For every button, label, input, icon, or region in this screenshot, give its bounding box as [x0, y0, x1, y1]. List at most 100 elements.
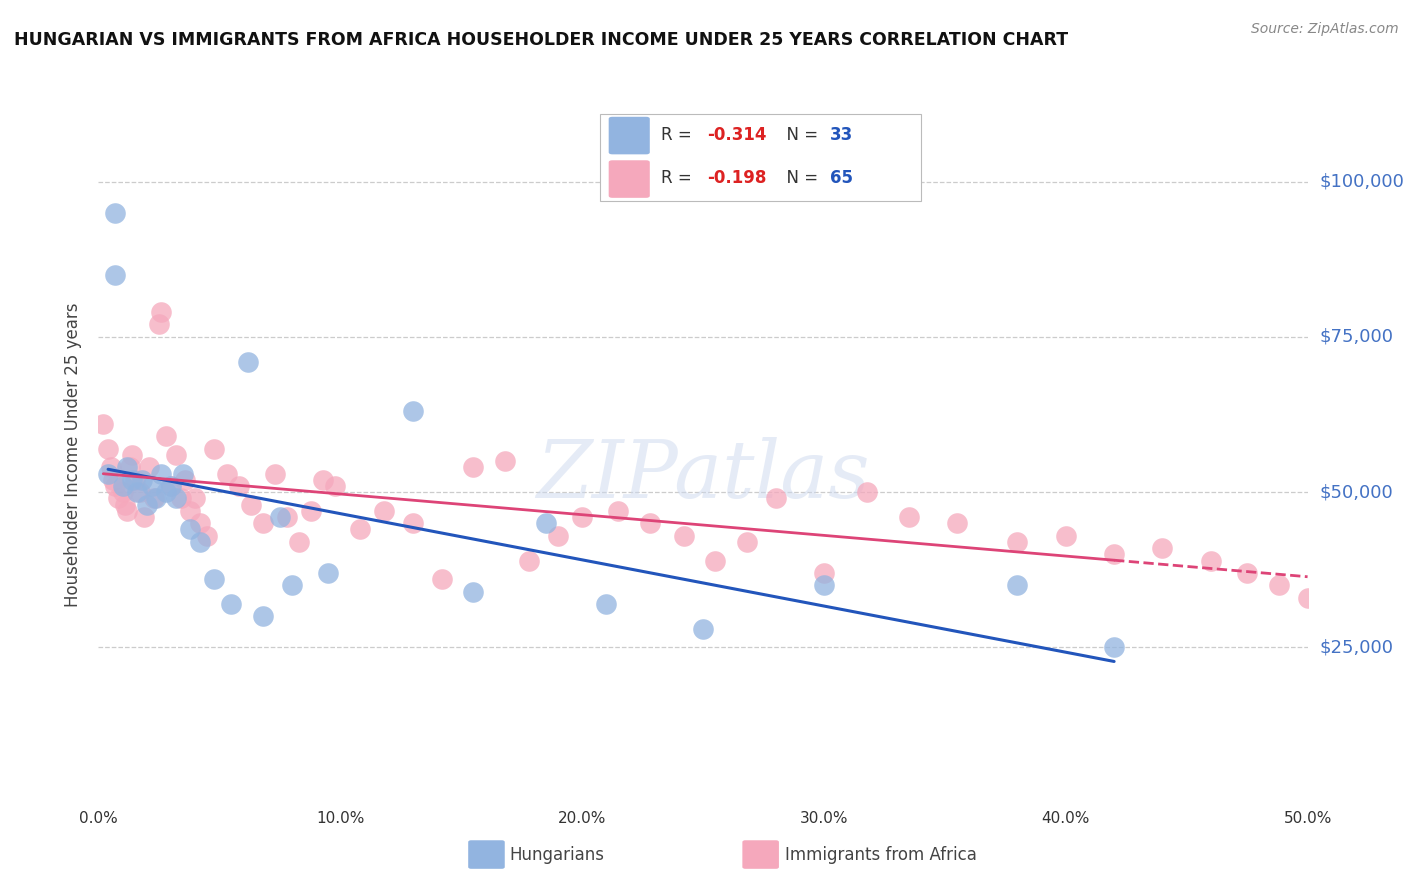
Point	[128, 485, 150, 500]
Point	[813, 578, 835, 592]
FancyBboxPatch shape	[609, 161, 650, 198]
Text: R =: R =	[661, 126, 697, 144]
Text: $100,000: $100,000	[1320, 172, 1405, 191]
Point	[117, 460, 139, 475]
Point	[97, 442, 120, 456]
Point	[195, 529, 218, 543]
Point	[145, 491, 167, 506]
Point	[127, 485, 149, 500]
Point	[1199, 553, 1222, 567]
Point	[104, 268, 127, 282]
Point	[150, 467, 173, 481]
Text: 65: 65	[830, 169, 853, 187]
Point	[141, 479, 163, 493]
Point	[946, 516, 969, 531]
Text: -0.198: -0.198	[707, 169, 766, 187]
Point	[91, 417, 114, 431]
Point	[114, 498, 136, 512]
Point	[349, 523, 371, 537]
Text: $50,000: $50,000	[1320, 483, 1393, 501]
Point	[155, 485, 177, 500]
Point	[101, 473, 124, 487]
Text: N =: N =	[776, 126, 823, 144]
Point	[316, 566, 339, 580]
FancyBboxPatch shape	[600, 114, 921, 201]
Point	[204, 442, 226, 456]
Point	[607, 504, 630, 518]
Point	[204, 572, 226, 586]
Point	[638, 516, 661, 531]
Point	[269, 510, 291, 524]
Point	[897, 510, 920, 524]
Point	[463, 584, 485, 599]
Text: $75,000: $75,000	[1320, 328, 1393, 346]
Text: Source: ZipAtlas.com: Source: ZipAtlas.com	[1251, 22, 1399, 37]
Point	[179, 504, 201, 518]
Point	[131, 473, 153, 487]
Point	[160, 479, 183, 493]
Point	[463, 460, 485, 475]
Point	[1296, 591, 1319, 605]
Point	[312, 473, 335, 487]
Point	[856, 485, 879, 500]
Point	[252, 609, 274, 624]
Point	[239, 498, 262, 512]
Point	[288, 534, 311, 549]
Point	[174, 473, 197, 487]
Point	[148, 318, 170, 332]
Point	[276, 510, 298, 524]
Y-axis label: Householder Income Under 25 years: Householder Income Under 25 years	[65, 302, 83, 607]
Point	[692, 622, 714, 636]
Point	[97, 467, 120, 481]
Point	[1102, 547, 1125, 561]
Point	[117, 504, 139, 518]
Point	[165, 491, 187, 506]
Text: -0.314: -0.314	[707, 126, 766, 144]
Point	[813, 566, 835, 580]
Point	[155, 429, 177, 443]
Point	[547, 529, 569, 543]
Point	[104, 479, 127, 493]
Point	[118, 460, 141, 475]
Point	[138, 460, 160, 475]
Point	[534, 516, 557, 531]
Point	[517, 553, 540, 567]
Point	[111, 479, 134, 493]
Point	[299, 504, 322, 518]
Point	[402, 516, 425, 531]
Point	[172, 467, 194, 481]
Text: R =: R =	[661, 169, 697, 187]
Point	[184, 491, 207, 506]
Point	[252, 516, 274, 531]
Point	[121, 448, 143, 462]
Point	[215, 467, 238, 481]
Point	[169, 491, 191, 506]
Point	[221, 597, 243, 611]
Point	[1102, 640, 1125, 655]
Point	[1007, 578, 1029, 592]
Text: Hungarians: Hungarians	[509, 846, 605, 863]
Point	[1236, 566, 1258, 580]
Point	[735, 534, 758, 549]
Point	[264, 467, 287, 481]
Point	[179, 523, 201, 537]
Point	[494, 454, 516, 468]
Text: $25,000: $25,000	[1320, 639, 1393, 657]
Point	[402, 404, 425, 418]
Point	[135, 498, 157, 512]
Point	[121, 473, 143, 487]
Point	[150, 305, 173, 319]
Point	[595, 597, 617, 611]
Point	[672, 529, 695, 543]
Point	[325, 479, 347, 493]
Point	[1054, 529, 1077, 543]
Point	[107, 491, 129, 506]
Point	[143, 491, 166, 506]
Point	[1267, 578, 1289, 592]
Text: N =: N =	[776, 169, 823, 187]
Text: 33: 33	[830, 126, 853, 144]
Point	[765, 491, 787, 506]
Point	[373, 504, 395, 518]
Text: Immigrants from Africa: Immigrants from Africa	[785, 846, 976, 863]
Point	[1152, 541, 1174, 555]
